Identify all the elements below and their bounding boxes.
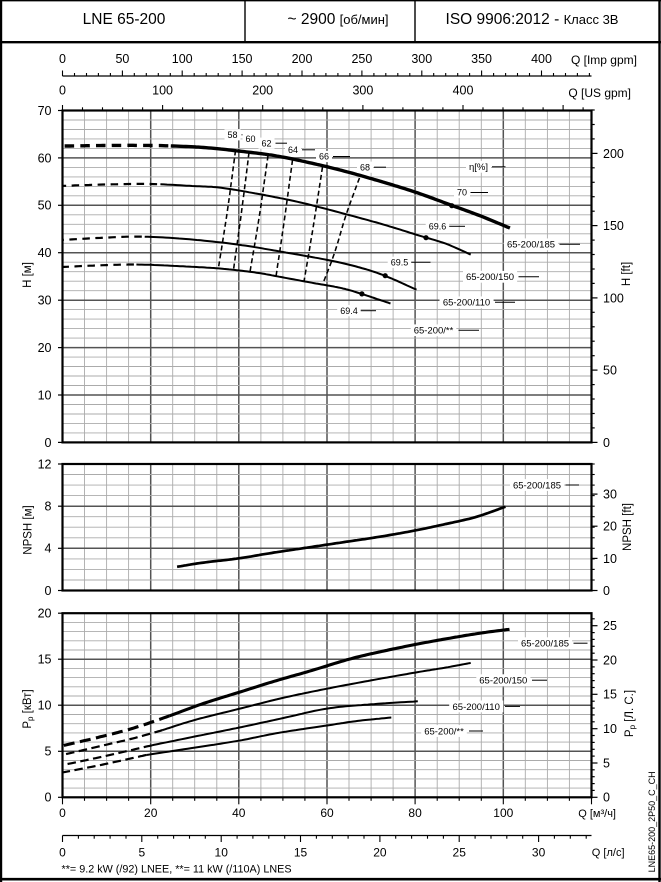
- svg-text:400: 400: [531, 52, 552, 66]
- svg-text:0: 0: [59, 52, 66, 66]
- svg-text:65-200/**: 65-200/**: [414, 326, 454, 337]
- svg-text:300: 300: [411, 52, 432, 66]
- svg-text:65-200/185: 65-200/185: [507, 240, 555, 251]
- svg-text:25: 25: [453, 846, 467, 860]
- svg-text:15: 15: [38, 653, 52, 667]
- svg-text:58: 58: [227, 130, 237, 140]
- svg-text:NPSH [ft]: NPSH [ft]: [622, 503, 634, 551]
- svg-text:100: 100: [152, 84, 173, 98]
- svg-text:LNE 65-200: LNE 65-200: [83, 11, 166, 28]
- svg-text:69.6: 69.6: [429, 222, 447, 232]
- svg-text:65-200/185: 65-200/185: [513, 480, 561, 491]
- svg-text:15: 15: [294, 846, 308, 860]
- svg-text:0: 0: [59, 846, 66, 860]
- svg-text:10: 10: [215, 846, 229, 860]
- svg-text:10: 10: [603, 722, 617, 736]
- svg-text:200: 200: [292, 52, 313, 66]
- svg-text:H [м]: H [м]: [22, 262, 34, 288]
- svg-text:Pp [кВт]: Pp [кВт]: [22, 689, 35, 728]
- svg-text:250: 250: [351, 52, 372, 66]
- svg-text:80: 80: [408, 806, 422, 820]
- svg-text:20: 20: [38, 607, 52, 621]
- svg-text:5: 5: [603, 756, 610, 770]
- svg-text:65-200/185: 65-200/185: [521, 639, 569, 650]
- svg-text:100: 100: [493, 806, 513, 820]
- svg-text:69.5: 69.5: [391, 258, 409, 268]
- svg-text:0: 0: [59, 806, 66, 820]
- svg-text:100: 100: [603, 291, 624, 305]
- svg-text:NPSH [м]: NPSH [м]: [23, 505, 35, 554]
- svg-text:20: 20: [38, 341, 52, 355]
- svg-text:65-200/**: 65-200/**: [424, 726, 464, 737]
- svg-text:**= 9.2 kW (/92) LNEE, **= 11: **= 9.2 kW (/92) LNEE, **= 11 kW (/110A)…: [62, 864, 292, 876]
- svg-text:η[%]: η[%]: [469, 162, 488, 173]
- svg-text:69.4: 69.4: [340, 306, 358, 316]
- svg-text:150: 150: [603, 219, 624, 233]
- svg-text:Q [л/с]: Q [л/с]: [592, 847, 625, 859]
- svg-text:40: 40: [232, 806, 246, 820]
- svg-text:40: 40: [38, 246, 52, 260]
- svg-text:LNE65-200_2P50_C_CH: LNE65-200_2P50_C_CH: [647, 771, 657, 872]
- svg-text:50: 50: [603, 364, 617, 378]
- svg-text:30: 30: [38, 294, 52, 308]
- svg-text:60: 60: [245, 134, 255, 144]
- svg-text:20: 20: [373, 846, 387, 860]
- svg-text:20: 20: [603, 520, 617, 534]
- svg-text:5: 5: [45, 745, 52, 759]
- svg-text:0: 0: [603, 436, 610, 450]
- svg-text:350: 350: [471, 52, 492, 66]
- svg-text:70: 70: [457, 188, 467, 198]
- svg-text:Pp [Л. С.]: Pp [Л. С.]: [624, 690, 637, 737]
- svg-text:65-200/110: 65-200/110: [453, 702, 500, 713]
- svg-text:0: 0: [59, 84, 66, 98]
- svg-text:5: 5: [138, 846, 145, 860]
- svg-text:65-200/150: 65-200/150: [479, 676, 527, 687]
- svg-text:60: 60: [320, 806, 334, 820]
- svg-text:0: 0: [45, 584, 52, 598]
- svg-text:62: 62: [261, 138, 271, 148]
- svg-text:400: 400: [453, 84, 474, 98]
- svg-text:65-200/150: 65-200/150: [466, 272, 514, 283]
- svg-text:60: 60: [38, 151, 52, 165]
- svg-text:0: 0: [603, 584, 610, 598]
- svg-text:0: 0: [45, 436, 52, 450]
- svg-text:10: 10: [38, 699, 52, 713]
- svg-text:Q [US gpm]: Q [US gpm]: [568, 86, 631, 100]
- svg-text:30: 30: [532, 846, 546, 860]
- svg-text:68: 68: [360, 162, 370, 172]
- svg-text:50: 50: [115, 52, 129, 66]
- svg-text:70: 70: [38, 104, 52, 118]
- svg-text:30: 30: [603, 488, 617, 502]
- svg-text:65-200/110: 65-200/110: [443, 298, 490, 309]
- svg-text:8: 8: [45, 500, 52, 514]
- svg-text:25: 25: [603, 619, 617, 633]
- svg-text:Q [м³/ч]: Q [м³/ч]: [578, 808, 616, 820]
- svg-text:4: 4: [45, 542, 52, 556]
- svg-text:0: 0: [45, 791, 52, 805]
- svg-text:~ 2900 [об/мин]: ~ 2900 [об/мин]: [287, 11, 388, 28]
- svg-text:200: 200: [252, 84, 273, 98]
- svg-text:20: 20: [603, 653, 617, 667]
- svg-text:20: 20: [144, 806, 158, 820]
- svg-text:ISO 9906:2012 - Класс 3В: ISO 9906:2012 - Класс 3В: [446, 11, 619, 28]
- svg-text:0: 0: [603, 791, 610, 805]
- svg-text:H [ft]: H [ft]: [621, 262, 633, 286]
- svg-text:300: 300: [352, 84, 373, 98]
- svg-text:12: 12: [38, 457, 52, 471]
- svg-text:200: 200: [603, 147, 624, 161]
- svg-text:66: 66: [319, 152, 329, 162]
- svg-text:10: 10: [38, 388, 52, 402]
- svg-text:10: 10: [603, 552, 617, 566]
- svg-text:64: 64: [288, 145, 298, 155]
- svg-text:Q [Imp gpm]: Q [Imp gpm]: [571, 53, 637, 67]
- svg-text:100: 100: [172, 52, 193, 66]
- svg-text:150: 150: [232, 52, 253, 66]
- svg-text:50: 50: [38, 199, 52, 213]
- svg-text:15: 15: [603, 688, 617, 702]
